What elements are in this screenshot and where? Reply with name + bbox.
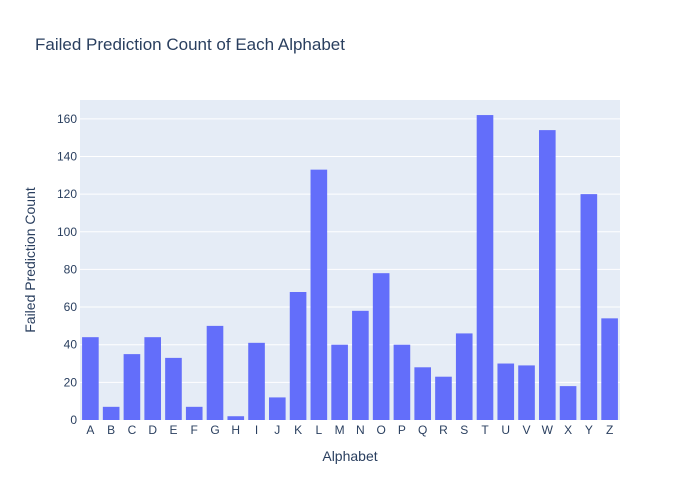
bar-B[interactable] — [102, 406, 120, 420]
bar-F[interactable] — [185, 406, 203, 420]
y-tick-label: 60 — [64, 300, 78, 314]
bar-K[interactable] — [289, 292, 307, 420]
x-tick-label: E — [169, 423, 177, 437]
y-tick-label: 140 — [57, 149, 77, 163]
x-tick-label: O — [376, 423, 385, 437]
bar-A[interactable] — [82, 337, 99, 420]
x-tick-label: W — [542, 423, 554, 437]
y-tick-label: 80 — [64, 262, 78, 276]
x-tick-label: B — [107, 423, 115, 437]
bar-V[interactable] — [518, 365, 535, 420]
x-tick-label: U — [501, 423, 510, 437]
y-tick-label: 120 — [57, 187, 77, 201]
x-tick-label: K — [294, 423, 302, 437]
bar-U[interactable] — [497, 363, 515, 420]
bar-I[interactable] — [248, 342, 265, 420]
x-tick-label: I — [255, 423, 258, 437]
x-tick-label: D — [148, 423, 157, 437]
bar-Y[interactable] — [580, 194, 598, 420]
x-tick-label: Q — [418, 423, 427, 437]
x-tick-label: F — [191, 423, 198, 437]
x-axis-title: Alphabet — [322, 448, 377, 464]
x-tick-label: Y — [585, 423, 593, 437]
x-tick-label: G — [210, 423, 219, 437]
y-tick-label: 160 — [57, 112, 77, 126]
bar-H[interactable] — [227, 416, 245, 420]
x-tick-label: A — [86, 423, 94, 437]
x-tick-label: N — [356, 423, 365, 437]
bar-N[interactable] — [352, 310, 369, 420]
y-tick-label: 20 — [64, 375, 78, 389]
y-tick-label: 40 — [64, 338, 78, 352]
chart-title: Failed Prediction Count of Each Alphabet — [35, 35, 345, 54]
bar-C[interactable] — [123, 354, 141, 420]
x-tick-label: J — [274, 423, 280, 437]
bar-E[interactable] — [165, 357, 182, 420]
bar-D[interactable] — [144, 337, 161, 420]
bars — [82, 115, 618, 420]
x-tick-label: C — [128, 423, 137, 437]
bar-S[interactable] — [455, 333, 473, 420]
bar-G[interactable] — [206, 325, 224, 420]
x-tick-label: M — [335, 423, 345, 437]
x-tick-label: Z — [606, 423, 613, 437]
x-tick-label: V — [523, 423, 531, 437]
bar-W[interactable] — [539, 130, 556, 420]
x-tick-label: X — [564, 423, 572, 437]
bar-Q[interactable] — [414, 367, 431, 420]
y-tick-label: 0 — [70, 413, 77, 427]
bar-L[interactable] — [310, 169, 328, 420]
bar-X[interactable] — [559, 386, 577, 420]
bar-R[interactable] — [435, 376, 452, 420]
y-tick-label: 100 — [57, 225, 77, 239]
x-tick-label: R — [439, 423, 448, 437]
x-tick-label: S — [460, 423, 468, 437]
bar-O[interactable] — [372, 273, 390, 420]
x-tick-label: T — [481, 423, 489, 437]
x-tick-label: H — [231, 423, 240, 437]
y-axis-ticks: 0 20 40 60 80 100 120 140 160 — [57, 112, 77, 427]
bar-T[interactable] — [476, 115, 494, 420]
bar-M[interactable] — [331, 344, 348, 420]
y-axis-title: Failed Prediction Count — [22, 187, 38, 333]
x-tick-label: L — [316, 423, 323, 437]
x-tick-label: P — [398, 423, 406, 437]
bar-J[interactable] — [269, 397, 286, 420]
bar-P[interactable] — [393, 344, 411, 420]
bar-Z[interactable] — [601, 318, 618, 420]
